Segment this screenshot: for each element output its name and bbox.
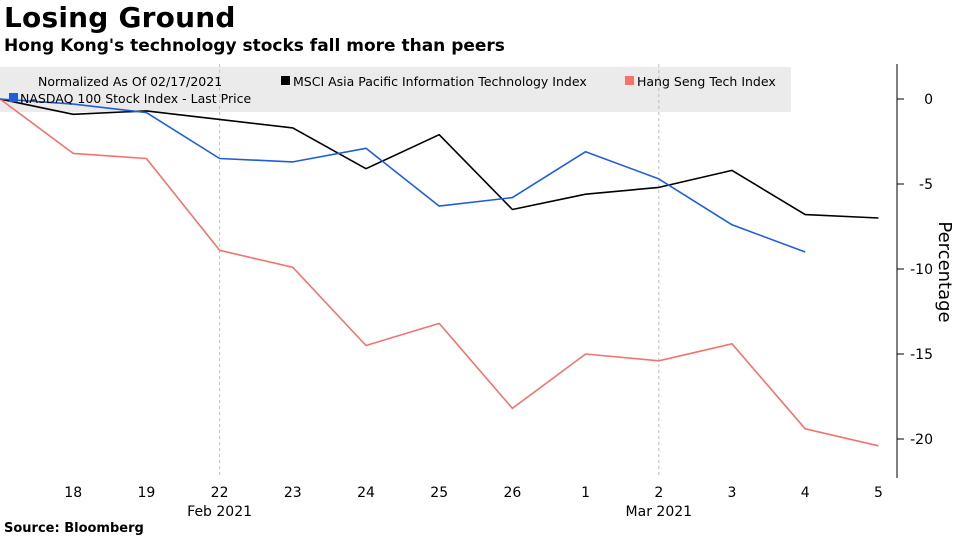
x-tick-label: 24 xyxy=(357,485,375,501)
series-line-nasdaq xyxy=(0,98,806,253)
legend-swatch-nasdaq xyxy=(9,93,18,102)
x-tick-label: 2 xyxy=(654,485,663,501)
y-tick-label: 0 xyxy=(924,92,933,108)
series-layer xyxy=(0,98,879,447)
legend-swatch-hang-seng xyxy=(625,76,634,85)
series-line-hang-seng xyxy=(0,98,879,447)
chart-subtitle: Hong Kong's technology stocks fall more … xyxy=(4,36,505,56)
y-tick-label: -5 xyxy=(919,177,933,193)
legend-label-nasdaq: NASDAQ 100 Stock Index - Last Price xyxy=(20,91,251,106)
legend-header: Normalized As Of 02/17/2021 xyxy=(38,74,222,89)
x-tick-label: 19 xyxy=(137,485,155,501)
chart-title: Losing Ground xyxy=(4,1,236,34)
x-tick-label: 26 xyxy=(503,485,521,501)
y-tick-label: -10 xyxy=(910,262,933,278)
x-tick-label: 1 xyxy=(581,485,590,501)
series-line-msci xyxy=(0,98,879,219)
x-tick-label: 23 xyxy=(284,485,302,501)
x-month-label: Mar 2021 xyxy=(626,504,693,520)
x-tick-label: 4 xyxy=(801,485,810,501)
x-tick-label: 5 xyxy=(874,485,883,501)
y-tick-label: -15 xyxy=(910,347,933,363)
legend: Normalized As Of 02/17/2021 MSCI Asia Pa… xyxy=(9,74,776,106)
x-tick-label: 18 xyxy=(64,485,82,501)
x-tick-label: 3 xyxy=(728,485,737,501)
axis-layer xyxy=(896,64,904,478)
legend-label-msci: MSCI Asia Pacific Information Technology… xyxy=(293,74,587,89)
legend-swatch-msci xyxy=(281,76,290,85)
y-axis-title: Percentage xyxy=(934,221,955,322)
x-tick-label: 22 xyxy=(211,485,229,501)
y-tick-label: -20 xyxy=(910,432,933,448)
grid-layer xyxy=(219,64,660,478)
legend-label-hang-seng: Hang Seng Tech Index xyxy=(637,74,776,89)
source-note: Source: Bloomberg xyxy=(4,521,144,536)
x-month-label: Feb 2021 xyxy=(187,504,252,520)
x-tick-label: 25 xyxy=(430,485,448,501)
